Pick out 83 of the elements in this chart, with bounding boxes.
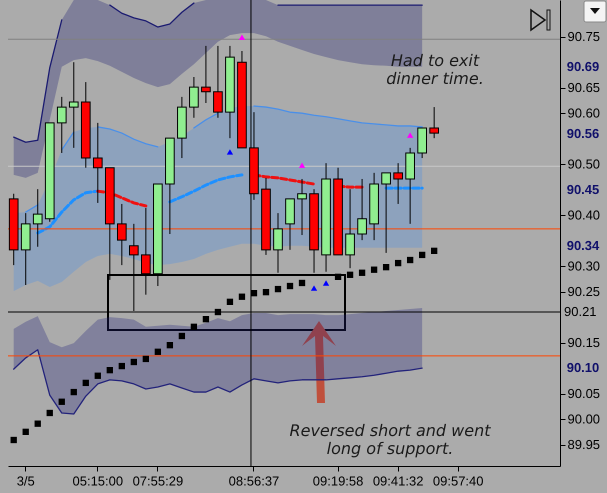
y-tick-label: 90.05 [568,386,600,402]
point [178,332,186,340]
y-tick-label: 90.30 [568,258,600,274]
x-tick-label: 05:15:00 [72,474,124,488]
point [202,316,210,322]
point [406,132,414,138]
point [334,274,342,280]
point [70,388,77,396]
candlestick [345,188,355,269]
y-tick-label: 89.95 [568,437,600,452]
point [34,420,41,427]
candlestick [201,45,211,104]
point [431,248,438,254]
point [418,252,426,258]
text: 90.45 [566,181,600,199]
point [274,286,282,292]
candlestick [189,76,199,118]
point [58,398,65,405]
point [154,348,162,355]
x-tick-label: 09:57:40 [432,474,484,488]
x-tick-label: 09:19:58 [312,474,364,488]
point [22,428,29,436]
point [310,285,318,291]
point [106,366,113,374]
point [298,280,306,286]
text: 90.10 [566,359,600,377]
text: 90.56 [566,125,600,143]
x-tick-label: 08:56:37 [228,474,280,488]
point [238,34,246,40]
candlestick [56,96,67,154]
point [406,256,414,264]
point [286,282,294,290]
x-tick-label: 09:41:32 [372,474,424,488]
candlestick [32,188,43,248]
candlestick [141,208,151,296]
x-tick-label: 07:55:29 [132,474,184,488]
point [10,436,17,444]
line-series [13,349,423,415]
candlestick [273,212,283,274]
point [262,288,270,296]
point [82,380,89,386]
candlestick [429,106,440,139]
point [238,294,246,300]
candlestick [393,162,403,204]
y-tick-label: 90.15 [568,335,600,350]
candlestick [116,203,127,266]
candlestick [92,122,103,204]
point [358,270,366,276]
point [226,298,234,305]
point [46,410,53,416]
y-tick-label: 90.25 [568,284,600,300]
point [298,162,306,168]
y-tick-label: 90.40 [568,208,600,223]
point [370,266,378,273]
point [226,149,234,155]
point [214,308,222,316]
y-tick-label: 90.60 [568,106,600,121]
point [118,362,125,370]
candlestick [381,172,391,254]
annotation: Had to exit dinner time. [385,51,485,88]
annotation: Reversed short and went long of support. [288,421,492,458]
candlestick [213,45,223,118]
point [322,280,330,286]
point [166,342,174,348]
point [142,356,150,362]
point [346,272,354,278]
candlestick [357,178,367,241]
y-tick-label: 90.75 [568,29,600,44]
x-tick-label: 3/5 [16,474,35,488]
y-tick-label: 90.00 [568,412,600,427]
ref-line-label: 90.21 [564,304,597,320]
point [382,264,390,270]
point [94,372,101,379]
text: 90.69 [566,58,600,76]
point [190,324,198,330]
candlestick [297,178,307,236]
candlestick [68,62,79,148]
point [250,290,258,296]
y-tick-label: 90.50 [568,156,600,172]
y-tick-label: 90.65 [568,80,600,96]
point [394,260,402,266]
point [130,358,137,366]
text: 90.34 [566,237,600,255]
